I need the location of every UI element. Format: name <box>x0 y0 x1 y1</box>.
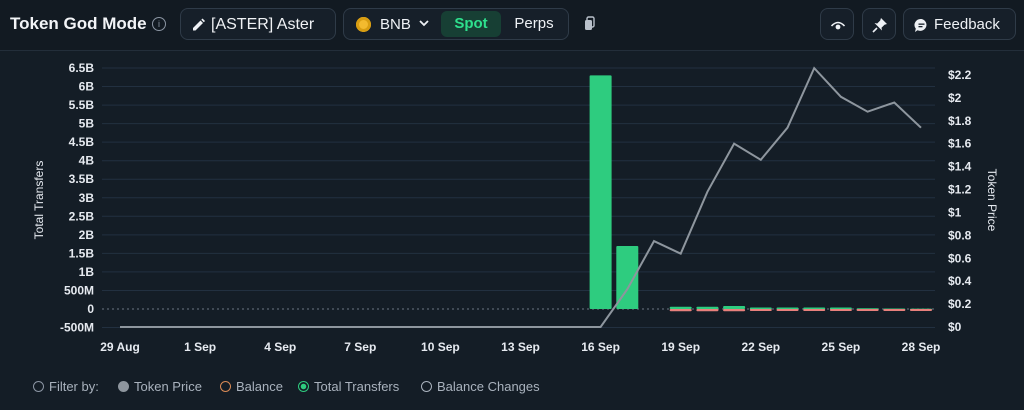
x-tick-label: 16 Sep <box>581 340 620 354</box>
y-tick-label-right: $1.6 <box>948 137 972 151</box>
watch-button[interactable] <box>820 8 854 40</box>
pin-icon <box>872 18 887 33</box>
y-tick-label-left: 0 <box>87 302 94 316</box>
filter-by-label: Filter by: <box>49 379 99 394</box>
token-selector-button[interactable]: [ASTER] Aster <box>180 8 336 40</box>
x-tick-label: 10 Sep <box>421 340 460 354</box>
y-tick-label-left: 5.5B <box>69 98 95 112</box>
x-tick-label: 29 Aug <box>100 340 140 354</box>
bar-total-transfers <box>616 245 639 309</box>
y-tick-label-left: 500M <box>64 283 94 297</box>
y-tick-label-right: $0.8 <box>948 228 972 242</box>
y-tick-label-right: $2 <box>948 91 962 105</box>
chain-and-mode-group: BNB Spot Perps <box>343 8 569 40</box>
chain-selector[interactable]: BNB <box>380 16 411 33</box>
y-tick-label-right: $0 <box>948 320 962 334</box>
info-icon[interactable]: i <box>152 17 166 31</box>
pencil-icon <box>193 18 205 31</box>
y-axis-title-left: Total Transfers <box>32 161 46 240</box>
eye-icon <box>830 21 846 30</box>
bar-balance-changes <box>910 309 932 311</box>
bar-balance-changes <box>696 309 719 312</box>
y-tick-label-right: $1 <box>948 205 962 219</box>
token-label: [ASTER] Aster <box>211 16 315 33</box>
y-tick-label-right: $0.4 <box>948 274 972 288</box>
legend-balance-changes-label: Balance Changes <box>437 379 540 394</box>
bar-total-transfers <box>669 306 692 309</box>
legend-token-price-label: Token Price <box>134 379 202 394</box>
info-icon <box>33 381 44 392</box>
price-line <box>120 66 922 328</box>
y-tick-label-right: $1.8 <box>948 114 972 128</box>
tab-spot[interactable]: Spot <box>441 11 501 37</box>
y-tick-label-left: 3.5B <box>69 172 95 186</box>
y-tick-label-right: $2.2 <box>948 68 972 82</box>
balance-changes-swatch-icon <box>421 381 432 392</box>
y-tick-label-left: -500M <box>60 321 94 335</box>
x-tick-label: 1 Sep <box>184 340 216 354</box>
page-title: Token God Mode <box>10 14 147 33</box>
bar-balance-changes <box>829 309 852 311</box>
y-tick-label-left: 3B <box>79 191 95 205</box>
y-tick-label-left: 5B <box>79 117 95 131</box>
balance-swatch-icon <box>220 381 231 392</box>
y-tick-label-left: 2B <box>79 228 95 242</box>
legend-balance-label: Balance <box>236 379 283 394</box>
top-bar: Token God Mode i [ASTER] Aster BNB Spot … <box>0 0 1024 51</box>
bar-balance-changes <box>883 309 906 311</box>
x-tick-label: 28 Sep <box>902 340 941 354</box>
bar-balance-changes <box>749 309 772 311</box>
bar-balance-changes <box>803 309 826 311</box>
bar-balance-changes <box>723 309 746 312</box>
x-tick-label: 4 Sep <box>264 340 296 354</box>
y-tick-label-left: 6.5B <box>69 61 95 75</box>
bar-total-transfers <box>696 306 719 309</box>
x-tick-label: 25 Sep <box>822 340 861 354</box>
token-price-swatch-icon <box>118 381 129 392</box>
y-tick-label-left: 6B <box>79 80 95 94</box>
bar-balance-changes <box>856 309 879 311</box>
y-tick-label-left: 1.5B <box>69 246 95 260</box>
y-tick-label-left: 4B <box>79 154 95 168</box>
y-axis-title-right: Token Price <box>985 169 999 232</box>
y-tick-label-left: 4.5B <box>69 135 95 149</box>
y-tick-label-left: 1B <box>79 265 95 279</box>
copy-icon[interactable] <box>584 16 596 32</box>
y-tick-label-right: $1.2 <box>948 183 972 197</box>
x-tick-label: 7 Sep <box>344 340 376 354</box>
chevron-down-icon[interactable] <box>418 17 430 29</box>
x-tick-label: 22 Sep <box>741 340 780 354</box>
bar-balance-changes <box>776 309 799 311</box>
feedback-button[interactable]: Feedback <box>903 8 1016 40</box>
legend-total-transfers-label: Total Transfers <box>314 379 400 394</box>
y-tick-label-right: $1.4 <box>948 160 972 174</box>
x-tick-label: 19 Sep <box>661 340 700 354</box>
y-tick-label-right: $0.2 <box>948 297 972 311</box>
bar-total-transfers <box>589 75 612 310</box>
bar-total-transfers <box>723 306 746 309</box>
bnb-coin-icon <box>356 17 371 32</box>
total-transfers-swatch-icon <box>298 381 309 392</box>
x-tick-label: 13 Sep <box>501 340 540 354</box>
feedback-label: Feedback <box>934 16 1000 33</box>
y-tick-label-left: 2.5B <box>69 209 95 223</box>
pin-button[interactable] <box>862 8 896 40</box>
y-tick-label-right: $0.6 <box>948 251 972 265</box>
transfers-chart: 6.5B 6B 5.5B 5B 4.5B 4B 3.5B 3B 2.5B 2B 1.5B 1B 500M… <box>32 61 999 354</box>
bar-balance-changes <box>669 309 692 312</box>
tab-perps[interactable]: Perps <box>514 15 554 32</box>
chat-bubble-icon <box>914 18 927 32</box>
